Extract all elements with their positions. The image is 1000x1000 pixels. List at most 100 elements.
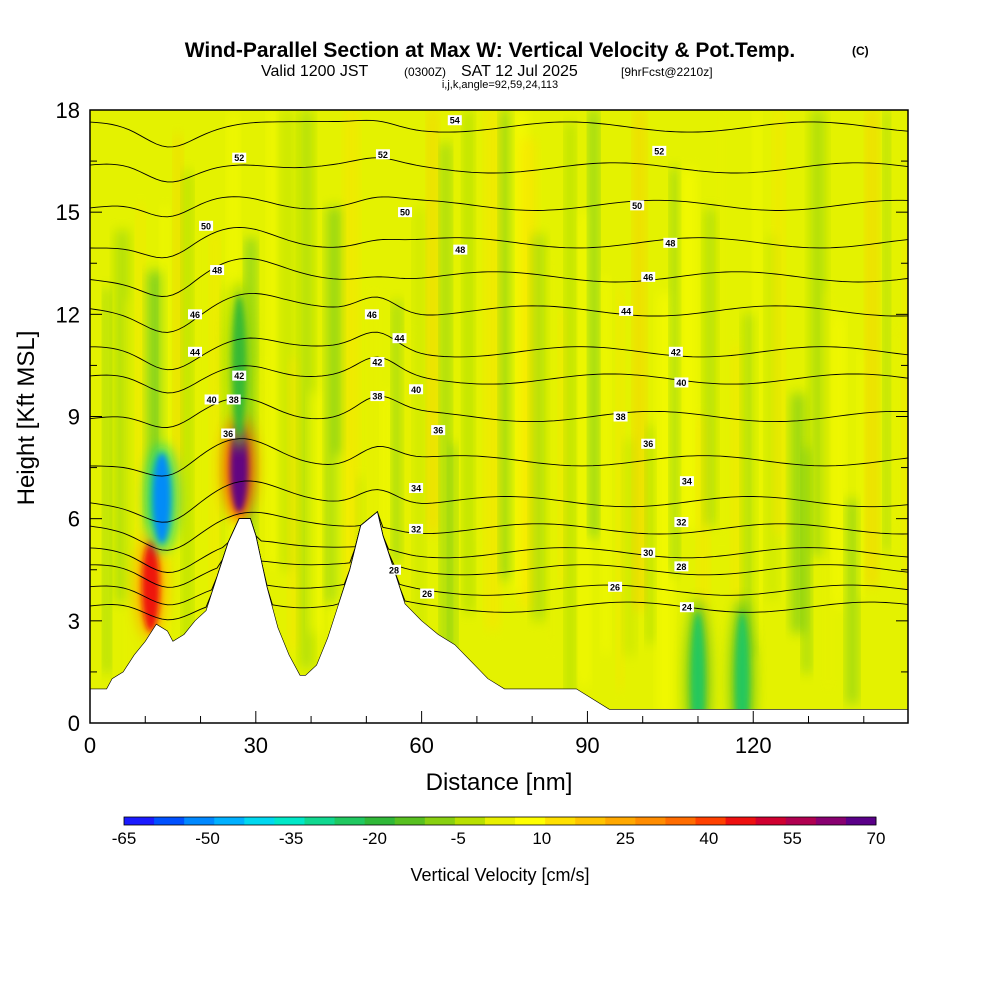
contour-label-text: 46	[190, 310, 200, 320]
contour-label-bg	[453, 244, 468, 255]
contour-label-text: 36	[643, 439, 653, 449]
theta-contour	[90, 258, 908, 297]
contour-label: 36	[641, 438, 656, 449]
colorbar-swatch	[364, 817, 396, 825]
velocity-features	[134, 281, 755, 723]
colorbar-tick-label: -20	[362, 829, 387, 848]
contour-label-bg	[641, 438, 656, 449]
contour-label: 52	[232, 152, 247, 163]
velocity-stripe	[196, 231, 202, 534]
colorbar-swatch	[515, 817, 546, 825]
y-tick-label: 9	[68, 405, 80, 430]
x-axis: 0 30 60 90 120	[84, 711, 865, 758]
contour-label-text: 26	[610, 582, 620, 592]
valid-date: SAT 12 Jul 2025	[461, 63, 578, 80]
velocity-stripe	[560, 311, 567, 585]
contour-label-bg	[679, 476, 694, 487]
velocity-stripe	[824, 289, 833, 692]
contour-label-bg	[447, 115, 462, 126]
colorbar-tick-label: -50	[195, 829, 220, 848]
velocity-stripe	[393, 301, 401, 562]
contour-label-text: 46	[367, 310, 377, 320]
contour-label: 40	[674, 377, 689, 388]
contour-label: 36	[431, 425, 446, 436]
velocity-stripe	[733, 345, 740, 604]
y-tick-label: 6	[68, 507, 80, 532]
colorbar-swatch	[394, 817, 426, 825]
contour-label-bg	[232, 152, 247, 163]
contour-label-text: 34	[411, 484, 421, 494]
contour-label-bg	[204, 394, 219, 405]
colorbar-swatch	[575, 817, 606, 825]
updraft-core	[230, 422, 249, 513]
contour-label-bg	[641, 271, 656, 282]
velocity-stripe	[183, 171, 192, 692]
contour-label: 26	[608, 581, 623, 592]
contour-label-bg	[674, 377, 689, 388]
contour-label: 32	[409, 523, 424, 534]
valid-utc: (0300Z)	[404, 65, 446, 79]
velocity-stripe	[475, 110, 482, 540]
contour-label-text: 44	[190, 347, 200, 357]
contour-label-text: 24	[682, 603, 692, 613]
theta-contour	[90, 511, 908, 551]
colorbar-swatch	[274, 817, 305, 825]
y-tick-label: 12	[56, 302, 80, 327]
velocity-stripe	[744, 313, 754, 655]
velocity-stripe	[501, 110, 511, 580]
velocity-stripe	[847, 499, 857, 704]
contour-label-bg	[370, 357, 385, 368]
velocity-stripe	[268, 110, 276, 567]
contour-label: 34	[409, 483, 424, 494]
velocity-stripe	[635, 110, 644, 610]
contour-label-text: 36	[223, 429, 233, 439]
velocity-stripe	[487, 110, 498, 630]
contour-label: 46	[364, 309, 379, 320]
contour-label: 38	[370, 391, 385, 402]
contour-label: 44	[392, 333, 407, 344]
terrain-mask	[90, 511, 908, 723]
contour-label-text: 32	[676, 518, 686, 528]
velocity-stripe	[803, 448, 810, 674]
theta-contour	[90, 480, 908, 523]
velocity-stripe	[547, 252, 553, 648]
velocity-stripe	[791, 393, 805, 633]
colorbar-tick-label: 10	[532, 829, 551, 848]
x-axis-label: Distance [nm]	[426, 769, 573, 796]
contour-label: 24	[679, 602, 694, 613]
colorbar-frame	[123, 816, 877, 826]
x-tick-label: 90	[575, 733, 599, 758]
theta-contour	[90, 119, 908, 148]
contour-label: 46	[641, 271, 656, 282]
chart-title-unit: (C)	[852, 44, 869, 58]
colorbar-swatch	[484, 817, 516, 825]
contour-label-bg	[221, 428, 236, 439]
contour-label: 54	[447, 115, 462, 126]
contour-label-text: 40	[676, 378, 686, 388]
contour-label-text: 52	[654, 146, 664, 156]
contour-label-bg	[608, 581, 623, 592]
contour-label-bg	[364, 309, 379, 320]
contour-label-text: 26	[422, 589, 432, 599]
colorbar-swatch	[424, 817, 456, 825]
velocity-stripe	[625, 439, 634, 656]
colorbar-swatch	[244, 817, 275, 825]
velocity-stripe	[659, 293, 671, 718]
velocity-stripe	[162, 208, 169, 638]
contour-label-bg	[409, 384, 424, 395]
valid-prefix: Valid 1200 JST	[261, 63, 369, 80]
forecast-info: [9hrFcst@2210z]	[621, 65, 713, 79]
chart-title: Wind-Parallel Section at Max W: Vertical…	[185, 39, 796, 62]
downdraft-core	[735, 612, 750, 723]
velocity-stripe	[834, 314, 844, 607]
contour-label-text: 42	[372, 358, 382, 368]
contour-label-text: 28	[676, 562, 686, 572]
velocity-stripe	[403, 336, 414, 706]
theta-contour	[90, 511, 908, 573]
contour-label-bg	[386, 564, 401, 575]
contour-label-text: 48	[455, 245, 465, 255]
contour-label-text: 42	[671, 347, 681, 357]
contour-label: 48	[663, 237, 678, 248]
contour-label-text: 38	[616, 412, 626, 422]
velocity-stripe	[647, 425, 654, 644]
